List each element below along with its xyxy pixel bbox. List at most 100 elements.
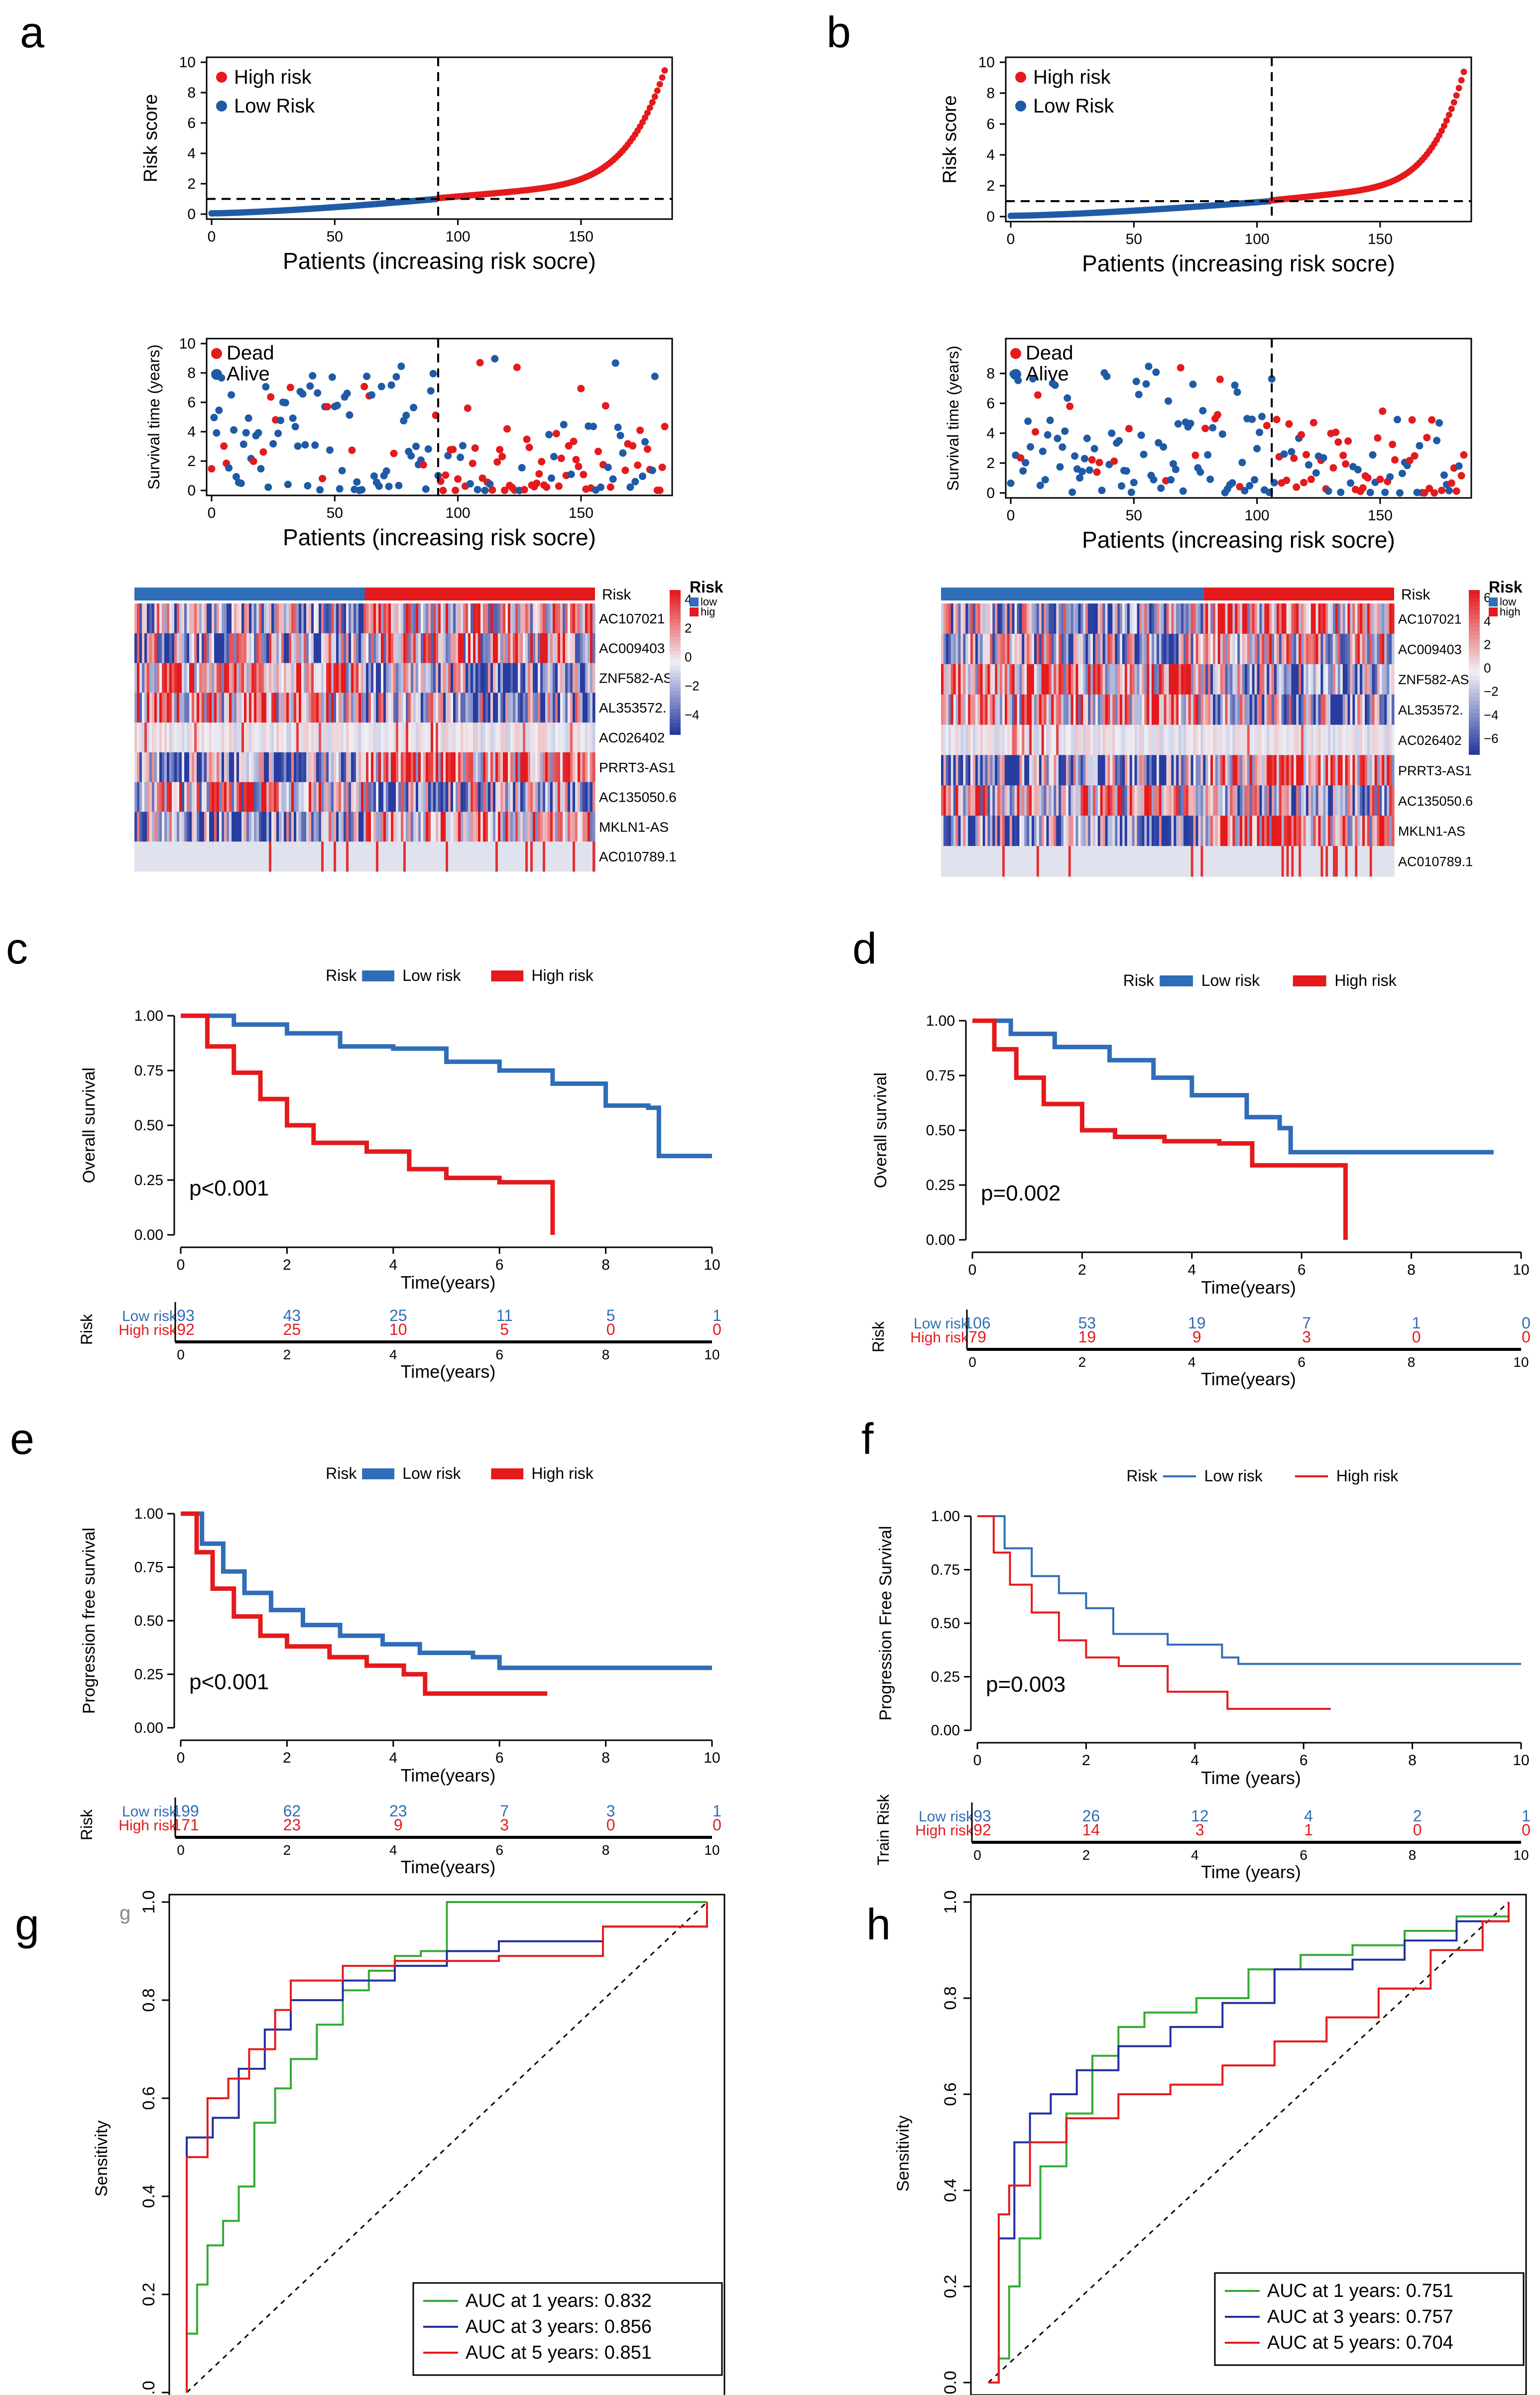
heatmap-cell: [1323, 633, 1326, 665]
heatmap-cell: [1161, 664, 1165, 695]
heatmap-cell: [1044, 633, 1047, 665]
heatmap-cell: [418, 663, 421, 693]
heatmap-cell: [366, 782, 369, 813]
heatmap-cell: [373, 722, 376, 753]
table-x-tick-label: 4: [389, 1842, 397, 1858]
heatmap-cell: [590, 693, 593, 723]
heatmap-cell: [1115, 603, 1118, 634]
heatmap-cell: [1097, 694, 1101, 725]
heatmap-cell: [388, 693, 391, 723]
survival-point: [1246, 482, 1254, 490]
heatmap-cell: [1305, 846, 1309, 877]
legend-label: Alive: [227, 363, 270, 385]
heatmap-cell: [1257, 664, 1260, 695]
heatmap-cell: [1139, 846, 1142, 877]
heatmap-cell: [990, 846, 993, 877]
heatmap-cell: [1340, 603, 1343, 634]
heatmap-cell: [241, 663, 244, 693]
gene-label: PRRT3-AS1: [1398, 763, 1472, 778]
heatmap-cell: [368, 693, 371, 723]
survival-point: [1054, 435, 1062, 443]
heatmap-cell: [1310, 816, 1314, 846]
heatmap-cell: [269, 812, 272, 842]
heatmap-cell: [560, 752, 563, 783]
heatmap-cell: [1112, 694, 1115, 725]
heatmap-cell: [433, 663, 436, 693]
heatmap-cell: [1244, 724, 1248, 756]
y-tick-label: 0.50: [134, 1613, 163, 1629]
heatmap-cell: [212, 841, 215, 872]
heatmap-cell: [1237, 846, 1240, 877]
heatmap-cell: [217, 752, 220, 783]
heatmap-cell: [1169, 603, 1172, 634]
heatmap-cell: [490, 812, 493, 842]
heatmap-cell: [199, 603, 202, 634]
heatmap-cell: [1193, 694, 1196, 725]
heatmap-cell: [1289, 664, 1292, 695]
color-scale-cell: [670, 626, 681, 630]
heatmap-cell: [144, 812, 147, 842]
heatmap-cell: [533, 693, 536, 723]
heatmap-cell: [341, 603, 344, 634]
heatmap-cell: [1144, 603, 1147, 634]
heatmap-cell: [438, 603, 441, 634]
heatmap-cell: [1190, 633, 1194, 665]
heatmap-cell: [261, 693, 264, 723]
heatmap-cell: [575, 693, 578, 723]
heatmap-cell: [244, 633, 247, 664]
heatmap-cell: [192, 752, 195, 783]
heatmap-cell: [953, 633, 956, 665]
heatmap-cell: [1333, 755, 1336, 786]
heatmap-cell: [520, 812, 523, 842]
heatmap-cell: [256, 603, 259, 634]
heatmap-cell: [1007, 785, 1010, 816]
heatmap-cell: [351, 812, 354, 842]
survival-point: [1455, 462, 1463, 470]
heatmap-cell: [177, 633, 180, 664]
heatmap-cell: [276, 633, 279, 664]
heatmap-cell: [1242, 846, 1245, 877]
heatmap-cell: [1000, 755, 1003, 786]
heatmap-cell: [1134, 846, 1138, 877]
risk-legend-high: high: [1500, 605, 1521, 618]
heatmap-cell: [1127, 816, 1130, 846]
heatmap-cell: [341, 633, 344, 664]
survival-point: [648, 467, 656, 475]
heatmap-cell: [259, 603, 262, 634]
x-tick-label: 0: [177, 1750, 185, 1766]
heatmap-cell: [421, 812, 424, 842]
heatmap-cell: [398, 722, 401, 753]
heatmap-cell: [311, 812, 314, 842]
heatmap-cell: [134, 663, 137, 693]
plot-frame: [168, 1894, 725, 2395]
survival-point: [301, 441, 309, 449]
heatmap-cell: [219, 722, 222, 753]
heatmap-cell: [204, 841, 207, 872]
survival-point: [1425, 484, 1433, 492]
heatmap-cell: [174, 633, 177, 664]
heatmap-cell: [1222, 724, 1226, 756]
heatmap-cell: [990, 633, 993, 665]
heatmap-cell: [1232, 846, 1235, 877]
heatmap-cell: [346, 782, 349, 813]
heatmap-cell: [1352, 846, 1355, 877]
heatmap-cell: [149, 722, 152, 753]
heatmap-cell: [241, 693, 244, 723]
heatmap-cell: [495, 663, 498, 693]
heatmap-cell: [585, 722, 588, 753]
heatmap-cell: [314, 693, 317, 723]
heatmap-cell: [553, 663, 556, 693]
heatmap-cell: [1032, 724, 1035, 756]
heatmap-cell: [144, 663, 147, 693]
heatmap-cell: [334, 841, 337, 872]
heatmap-cell: [1198, 785, 1201, 816]
legend-label: AUC at 1 years: 0.751: [1267, 2280, 1453, 2301]
heatmap-cell: [1318, 633, 1321, 665]
heatmap-cell: [1002, 755, 1005, 786]
heatmap-cell: [1222, 846, 1226, 877]
heatmap-cell: [1200, 633, 1203, 665]
survival-point: [1017, 454, 1025, 462]
heatmap-cell: [1100, 785, 1103, 816]
table-cell: 19: [1078, 1328, 1096, 1346]
heatmap-cell: [1022, 694, 1025, 725]
